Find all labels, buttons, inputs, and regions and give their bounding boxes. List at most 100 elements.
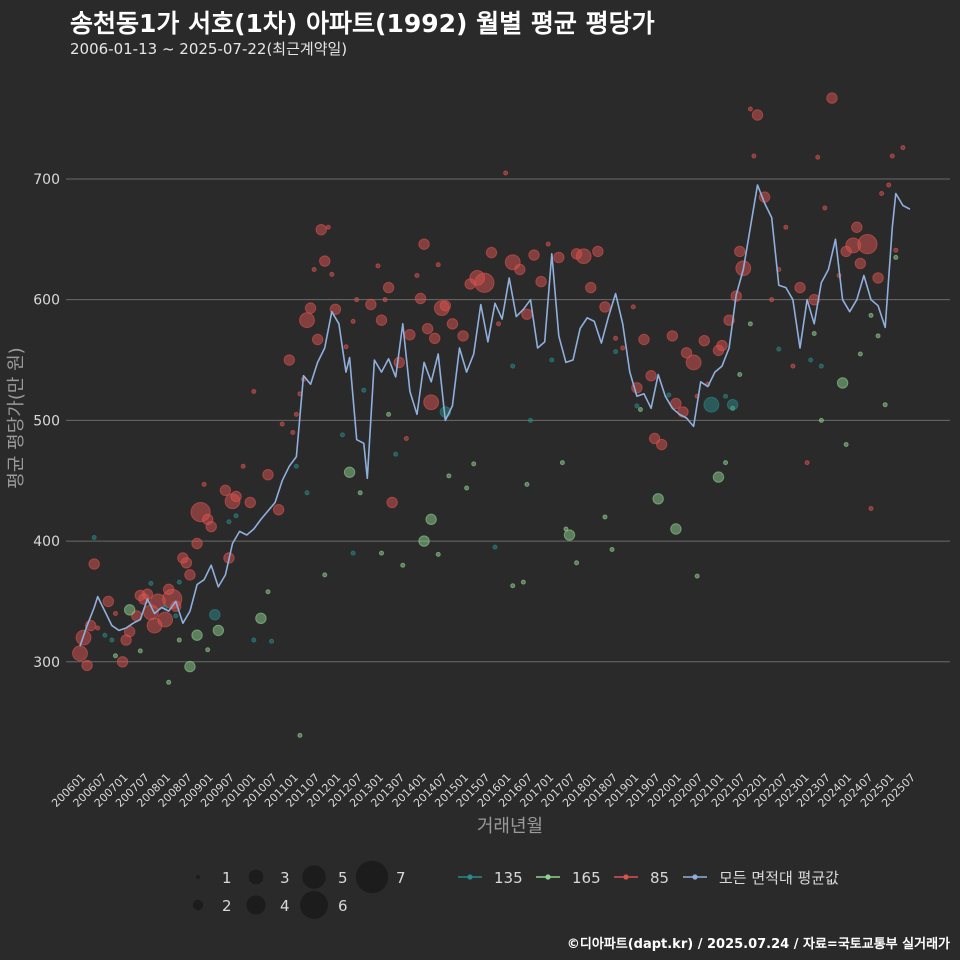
grid-lines — [66, 178, 950, 663]
data-point-85 — [319, 255, 331, 267]
legend-size-swatch — [196, 875, 200, 879]
data-point-85 — [638, 333, 650, 346]
data-point-85 — [272, 503, 285, 516]
data-point-135 — [251, 637, 257, 643]
data-point-85 — [219, 484, 232, 497]
data-point-85 — [393, 356, 405, 369]
data-point-85 — [599, 301, 611, 313]
data-point-85 — [900, 145, 906, 151]
average-line-layer — [79, 184, 911, 647]
data-point-85 — [112, 611, 118, 617]
data-point-85 — [279, 421, 285, 427]
data-point-165 — [857, 351, 863, 357]
data-point-85 — [457, 330, 469, 342]
data-point-85 — [343, 344, 349, 350]
data-point-165 — [322, 572, 328, 578]
data-point-135 — [492, 544, 498, 550]
data-point-85 — [620, 345, 626, 351]
data-point-165 — [893, 254, 899, 260]
data-point-85 — [365, 298, 377, 311]
data-point-135 — [350, 550, 356, 556]
data-point-165 — [843, 442, 849, 448]
legend: 1 2 3 4 5 6 7 135 165 85 모든 면적대 평균값 — [192, 860, 839, 919]
legend-size-swatch — [246, 895, 266, 915]
data-point-165 — [524, 481, 530, 487]
data-point-85 — [879, 190, 885, 196]
data-point-135 — [613, 349, 619, 355]
legend-series-label: 모든 면적대 평균값 — [719, 869, 839, 887]
data-point-85 — [354, 297, 360, 303]
data-point-85 — [201, 481, 207, 487]
data-point-135 — [808, 357, 814, 363]
data-point-165 — [882, 402, 888, 408]
data-point-85 — [418, 238, 430, 250]
data-point-85 — [751, 109, 764, 121]
data-point-85 — [613, 335, 619, 341]
data-point-85 — [81, 659, 93, 672]
data-point-165 — [875, 333, 881, 339]
data-point-135 — [549, 357, 555, 363]
y-tick-label: 500 — [33, 413, 60, 429]
data-point-85 — [868, 505, 874, 511]
data-point-85 — [95, 625, 101, 631]
series-165 — [112, 254, 899, 738]
average-line — [79, 184, 911, 647]
data-point-85 — [592, 245, 604, 258]
data-point-135 — [634, 403, 640, 409]
data-point-165 — [205, 647, 211, 653]
data-point-135 — [293, 463, 299, 469]
data-point-85 — [553, 251, 565, 264]
data-point-135 — [148, 580, 154, 586]
data-point-165 — [435, 551, 441, 557]
data-point-165 — [123, 604, 136, 616]
data-point-165 — [818, 417, 824, 423]
data-point-85 — [304, 302, 317, 314]
data-point-85 — [435, 262, 441, 268]
data-point-85 — [439, 300, 452, 312]
data-point-85 — [747, 106, 753, 112]
data-point-165 — [747, 321, 753, 327]
data-point-135 — [393, 451, 399, 457]
data-point-165 — [386, 411, 392, 417]
data-point-85 — [382, 281, 395, 294]
data-point-85 — [414, 273, 420, 279]
data-point-165 — [297, 732, 303, 738]
data-point-85 — [790, 363, 796, 369]
data-point-85 — [329, 271, 335, 277]
data-point-85 — [851, 221, 863, 233]
data-point-165 — [400, 562, 406, 568]
data-point-165 — [471, 461, 477, 467]
data-point-85 — [283, 354, 295, 366]
data-point-165 — [166, 679, 172, 685]
data-point-85 — [429, 332, 441, 345]
data-point-165 — [723, 460, 729, 466]
data-point-135 — [109, 637, 115, 643]
data-point-85 — [503, 170, 509, 176]
data-point-85 — [102, 595, 115, 608]
legend-series-label: 165 — [572, 869, 601, 887]
data-point-135 — [723, 393, 729, 399]
data-point-135 — [666, 392, 672, 398]
data-point-165 — [602, 514, 608, 520]
data-point-85 — [446, 318, 459, 330]
data-point-135 — [776, 346, 782, 352]
data-point-85 — [886, 182, 892, 188]
data-point-85 — [423, 394, 440, 411]
legend-size-swatch — [192, 899, 204, 911]
data-point-85 — [116, 656, 129, 668]
data-point-85 — [680, 347, 693, 359]
data-point-165 — [112, 653, 118, 659]
data-point-85 — [893, 247, 899, 253]
legend-size-label: 4 — [280, 897, 290, 915]
data-point-165 — [609, 547, 615, 553]
data-point-165 — [418, 535, 430, 547]
legend-size-label: 6 — [338, 897, 348, 915]
data-point-165 — [868, 312, 874, 318]
y-tick-labels: 300 400 500 600 700 — [33, 172, 60, 671]
data-point-135 — [818, 363, 824, 369]
y-tick-label: 400 — [33, 534, 60, 550]
legend-series-dot — [623, 874, 629, 880]
data-point-135 — [176, 579, 182, 585]
data-point-85 — [666, 330, 679, 342]
x-axis-title: 거래년월 — [477, 816, 543, 837]
